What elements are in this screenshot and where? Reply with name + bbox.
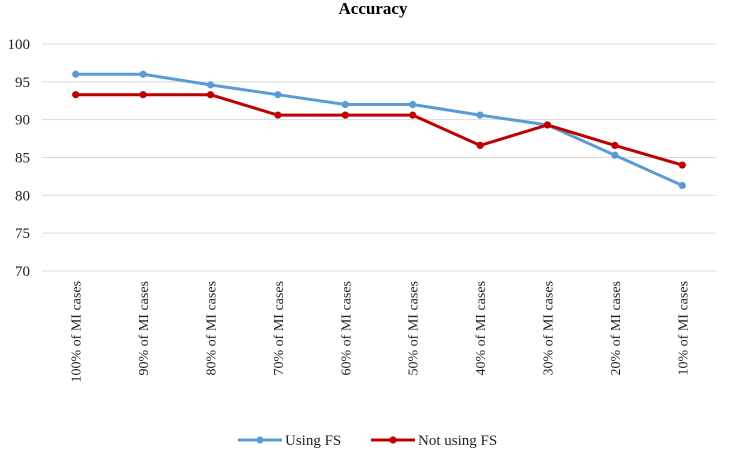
series-line-1: [75, 72, 683, 187]
legend-marker-1: [256, 436, 264, 444]
x-tick-label: 40% of MI cases: [474, 281, 489, 375]
x-tick-label: 90% of MI cases: [137, 281, 152, 375]
legend-label-1: Using FS: [285, 433, 341, 449]
x-tick-label: 10% of MI cases: [676, 281, 691, 375]
chart-title: Accuracy: [339, 0, 408, 18]
x-tick-label: 80% of MI cases: [205, 281, 220, 375]
legend-label-2: Not using FS: [418, 433, 497, 449]
legend: Using FS Not using FS: [238, 433, 497, 449]
x-tick-label: 20% of MI cases: [609, 281, 624, 375]
y-tick-label: 80: [15, 188, 30, 204]
x-tick-label: 30% of MI cases: [542, 281, 557, 375]
y-tick-label: 70: [15, 264, 30, 280]
data-point: [274, 111, 282, 119]
data-point: [72, 91, 80, 99]
data-point: [611, 151, 619, 159]
data-point: [409, 111, 417, 119]
x-tick-label: 50% of MI cases: [407, 281, 422, 375]
x-tick-label: 70% of MI cases: [272, 281, 287, 375]
data-point: [206, 81, 215, 89]
y-tick-label: 90: [15, 113, 30, 129]
legend-marker-2: [389, 436, 397, 444]
data-point: [341, 100, 349, 109]
data-point: [678, 161, 686, 169]
data-point: [72, 70, 80, 78]
x-tick-label: 60% of MI cases: [339, 281, 354, 375]
data-point: [341, 111, 349, 119]
data-point: [678, 181, 686, 190]
data-point: [476, 111, 484, 119]
x-axis-ticks: 100% of MI cases 90% of MI cases 80% of MI…: [70, 281, 692, 382]
data-point: [139, 70, 147, 78]
data-point: [611, 141, 619, 149]
y-tick-label: 95: [15, 75, 30, 91]
data-point: [543, 121, 552, 129]
y-axis-ticks: 70 75 80 85 90 95 100: [8, 37, 31, 280]
y-tick-label: 75: [15, 226, 30, 242]
y-tick-label: 85: [15, 151, 30, 167]
gridlines: [42, 43, 716, 272]
series-line-2: [75, 93, 683, 167]
data-point: [409, 100, 417, 109]
data-point: [206, 91, 215, 99]
series-lines: [72, 70, 686, 190]
data-point: [274, 91, 282, 99]
data-point: [139, 91, 147, 99]
x-tick-label: 100% of MI cases: [70, 281, 85, 382]
data-point: [476, 141, 484, 149]
y-tick-label: 100: [8, 37, 31, 53]
